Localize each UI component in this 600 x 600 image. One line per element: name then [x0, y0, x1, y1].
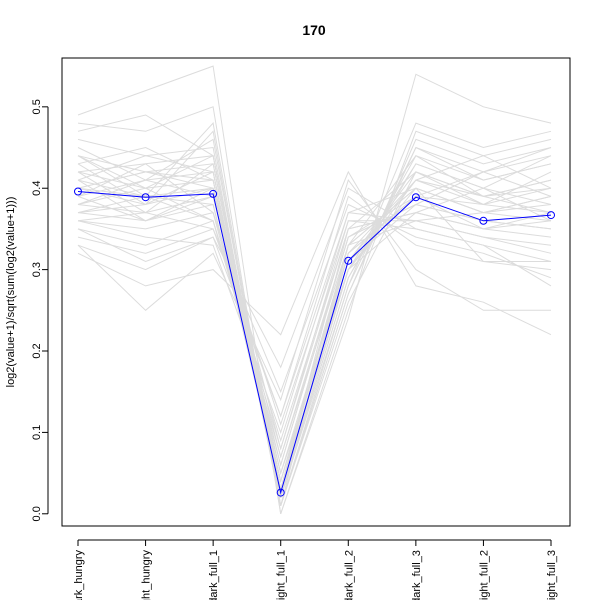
x-tick-label-light_full_1: light_full_1	[276, 550, 288, 600]
background-series-line-14	[77, 203, 552, 394]
x-axis: dark_hungry light_hungry dark_full_1 light_…	[73, 539, 558, 600]
background-series-line-20	[77, 212, 552, 426]
y-tick-label-0.1: 0.1	[31, 425, 43, 440]
plot-frame	[61, 57, 571, 527]
y-tick-label-0.4: 0.4	[31, 181, 43, 196]
background-series-line-32	[77, 170, 552, 336]
background-series-line-24	[77, 187, 552, 369]
y-axis: 0.0 0.1 0.2 0.3 0.4 0.5	[31, 99, 49, 521]
background-series-line-6	[77, 195, 552, 418]
background-series-line-35	[77, 187, 551, 418]
x-tick-label-dark_hungry: dark_hungry	[73, 550, 85, 600]
background-series-line-18	[77, 187, 552, 476]
x-tick-label-light_hungry: light_hungry	[141, 550, 153, 600]
y-tick-label-0.3: 0.3	[31, 262, 43, 277]
highlight-point-light_full_3	[547, 211, 555, 220]
background-series-line-31	[77, 65, 552, 514]
x-tick-label-light_full_3: light_full_3	[546, 550, 558, 600]
chart-title: 170	[302, 22, 326, 38]
background-series-line-7	[77, 179, 552, 484]
highlight-point-light_full_2	[479, 216, 488, 225]
background-series-line-22	[77, 195, 552, 467]
background-series-line-27	[77, 187, 552, 451]
highlight-point-dark_full_3	[411, 193, 420, 202]
x-tick-label-dark_full_3: dark_full_3	[411, 550, 423, 600]
highlight-point-dark_hungry	[74, 187, 82, 196]
background-series-line-9	[77, 154, 552, 498]
background-series-line-30	[77, 179, 551, 402]
highlight-series-line	[77, 191, 552, 495]
background-series-group	[77, 65, 552, 514]
x-tick-label-light_full_2: light_full_2	[478, 550, 490, 600]
background-series-line-5	[77, 106, 552, 514]
background-series-line-17	[77, 130, 552, 506]
background-series-line-19	[77, 155, 552, 492]
x-tick-label-dark_full_2: dark_full_2	[343, 550, 355, 600]
y-tick-label-0.5: 0.5	[31, 99, 43, 114]
background-series-line-25	[77, 187, 552, 490]
background-series-line-36	[77, 122, 552, 506]
highlight-point-light_hungry	[141, 193, 150, 202]
background-series-line-26	[77, 114, 552, 506]
background-series-line-37	[77, 171, 552, 484]
highlight-point-dark_full_2	[344, 256, 353, 265]
background-series-line-33	[77, 155, 552, 459]
highlight-point-dark_full_1	[209, 189, 218, 198]
highlight-series-group	[74, 187, 555, 497]
x-tick-label-dark_full_1: dark_full_1	[208, 550, 220, 600]
y-tick-label-0.0: 0.0	[31, 506, 43, 521]
background-series-line-21	[77, 155, 552, 498]
y-axis-label: log2(value+1)/sqrt(sum(log2(value+1)))	[5, 197, 17, 388]
y-tick-label-0.2: 0.2	[31, 343, 43, 358]
background-series-line-29	[77, 163, 552, 475]
background-series-line-23	[77, 171, 552, 484]
highlight-point-light_full_1	[276, 488, 285, 497]
